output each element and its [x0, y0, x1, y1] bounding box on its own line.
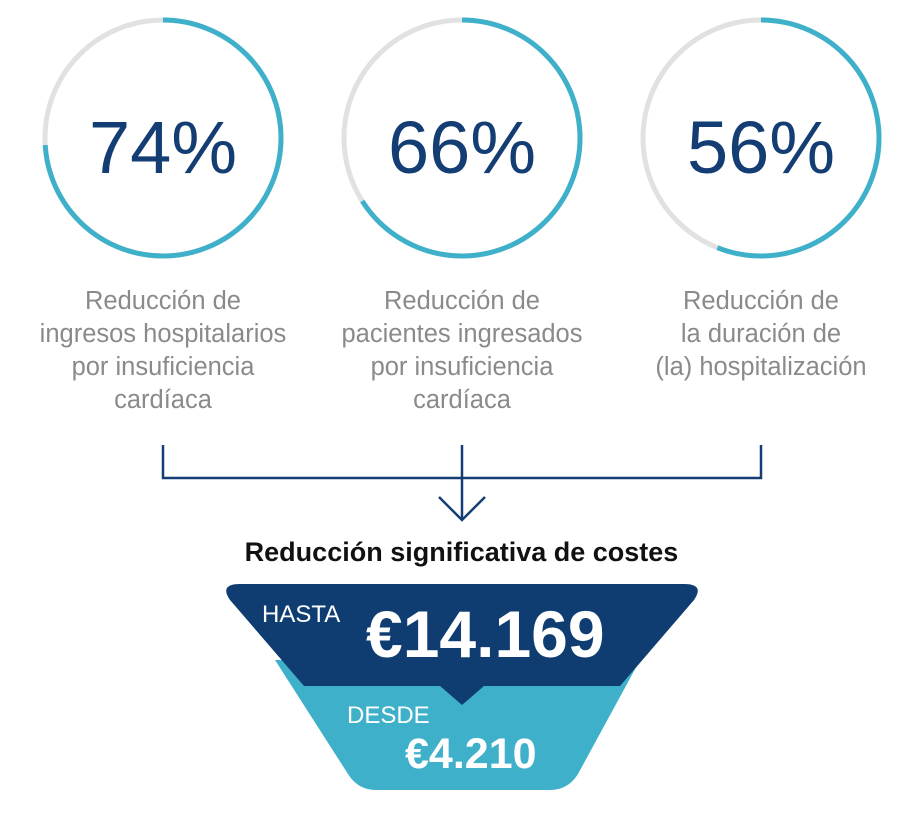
caption-line: por insuficiencia	[370, 353, 554, 381]
caption-line: Reducción de	[683, 287, 839, 315]
upper-label: HASTA	[262, 601, 341, 628]
upper-value: €14.169	[366, 597, 605, 671]
caption-line: Reducción de	[85, 287, 241, 315]
ring-progress-arc	[640, 17, 882, 259]
caption-line: la duración de	[680, 320, 842, 348]
lower-value: €4.210	[405, 730, 537, 778]
progress-ring-1	[42, 17, 284, 259]
caption-line: cardíaca	[114, 386, 212, 414]
ring-progress-arc	[42, 17, 284, 259]
savings-title: Reducción significativa de costes	[244, 537, 679, 567]
caption-line: pacientes ingresados	[341, 320, 583, 348]
stat-value: 66%	[387, 106, 537, 189]
stat-ring-2: 66%	[340, 16, 584, 260]
stat-value: 56%	[686, 106, 836, 189]
stat-ring-3: 56%	[639, 16, 883, 260]
caption-line: ingresos hospitalarios	[39, 320, 287, 348]
caption-line: cardíaca	[413, 386, 511, 414]
caption-line: Reducción de	[384, 287, 540, 315]
connector-bracket	[161, 445, 763, 522]
stat-caption-2: Reducción de pacientes ingresados por in…	[312, 285, 612, 417]
stat-caption-1: Reducción de ingresos hospitalarios por …	[13, 285, 313, 417]
ring-progress-arc	[341, 17, 583, 259]
stat-value: 74%	[88, 106, 238, 189]
stat-caption-3: Reducción de la duración de (la) hospita…	[611, 285, 911, 384]
funnel-lower-band	[275, 660, 640, 790]
caption-line: por insuficiencia	[71, 353, 255, 381]
progress-ring-3	[640, 17, 882, 259]
stat-ring-1: 74%	[41, 16, 285, 260]
arrow-down-icon	[438, 496, 486, 522]
progress-ring-2	[341, 17, 583, 259]
funnel-upper-band	[226, 584, 698, 705]
lower-label: DESDE	[347, 702, 430, 729]
caption-line: (la) hospitalización	[655, 353, 867, 381]
